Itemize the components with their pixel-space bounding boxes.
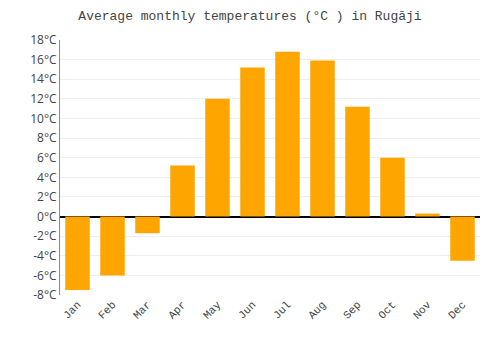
svg-text:Aug: Aug (306, 299, 328, 321)
svg-text:14°C: 14°C (30, 70, 57, 87)
svg-text:12°C: 12°C (30, 90, 57, 107)
svg-text:10°C: 10°C (30, 110, 57, 127)
svg-text:Apr: Apr (166, 299, 188, 321)
svg-text:Sep: Sep (341, 299, 363, 321)
svg-text:-4°C: -4°C (33, 247, 57, 264)
svg-text:Jan: Jan (61, 299, 83, 321)
svg-text:Jun: Jun (236, 299, 258, 321)
svg-text:8°C: 8°C (37, 129, 57, 146)
svg-text:Average monthly temperatures (: Average monthly temperatures (°C ) in Ru… (78, 9, 421, 24)
svg-text:Oct: Oct (376, 299, 398, 321)
svg-text:Nov: Nov (411, 299, 434, 322)
svg-text:-8°C: -8°C (33, 286, 57, 303)
svg-text:Dec: Dec (446, 299, 468, 321)
svg-text:16°C: 16°C (30, 51, 57, 68)
svg-text:Mar: Mar (131, 299, 153, 321)
svg-text:Jul: Jul (271, 299, 293, 321)
svg-text:May: May (201, 299, 224, 322)
svg-text:-2°C: -2°C (33, 227, 57, 244)
svg-text:0°C: 0°C (37, 208, 57, 225)
svg-text:-6°C: -6°C (33, 267, 57, 284)
svg-text:6°C: 6°C (37, 149, 57, 166)
svg-text:2°C: 2°C (37, 188, 57, 205)
svg-text:Feb: Feb (96, 299, 118, 321)
svg-text:4°C: 4°C (37, 169, 57, 186)
svg-text:18°C: 18°C (30, 31, 57, 48)
